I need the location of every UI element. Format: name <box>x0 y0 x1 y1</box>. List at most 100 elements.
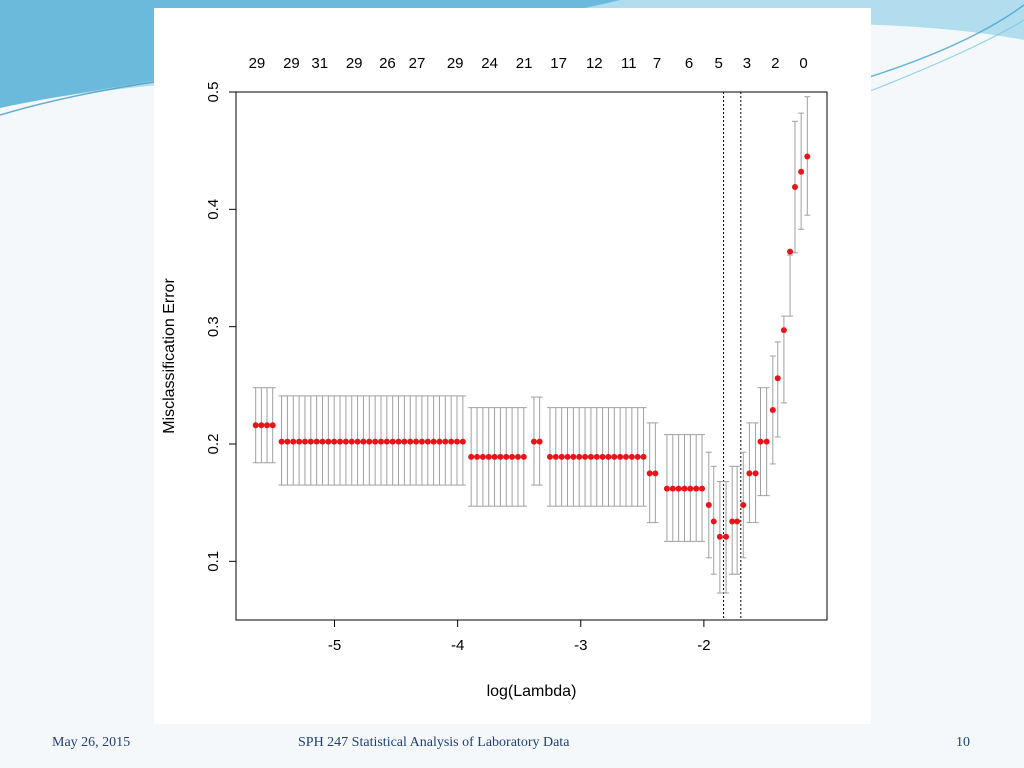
data-point <box>366 438 373 445</box>
data-point <box>804 153 811 160</box>
top-axis-count-label: 29 <box>249 55 266 72</box>
top-axis-count-label: 11 <box>621 55 637 72</box>
data-point <box>752 470 759 477</box>
data-point <box>264 422 271 429</box>
data-point <box>763 438 770 445</box>
top-axis-count-label: 5 <box>714 55 722 72</box>
data-point <box>699 485 706 492</box>
data-point <box>746 470 753 477</box>
data-point <box>787 248 794 255</box>
data-point <box>313 438 320 445</box>
top-axis-count-label: 2 <box>771 55 779 72</box>
data-point <box>546 453 553 460</box>
data-point <box>377 438 384 445</box>
top-axis-count-label: 0 <box>799 55 807 72</box>
data-point <box>436 438 443 445</box>
y-tick-label: 0.4 <box>205 199 222 220</box>
data-point <box>605 453 612 460</box>
data-point <box>652 470 659 477</box>
data-point <box>337 438 344 445</box>
data-point <box>576 453 583 460</box>
data-point <box>716 533 723 540</box>
data-point <box>319 438 326 445</box>
y-axis-title: Misclassification Error <box>161 278 178 434</box>
data-point <box>611 453 618 460</box>
data-point <box>734 518 741 525</box>
data-point <box>454 438 461 445</box>
data-point <box>331 438 338 445</box>
data-point <box>395 438 402 445</box>
top-axis-count-label: 29 <box>346 55 363 72</box>
data-point <box>448 438 455 445</box>
data-point <box>729 518 736 525</box>
data-point <box>354 438 361 445</box>
data-point <box>459 438 466 445</box>
data-point <box>372 438 379 445</box>
x-axis-title: log(Lambda) <box>487 683 577 700</box>
data-point <box>418 438 425 445</box>
data-point <box>769 406 776 413</box>
data-point <box>791 184 798 191</box>
data-point <box>710 518 717 525</box>
top-axis-count-label: 29 <box>283 55 300 72</box>
data-point <box>622 453 629 460</box>
data-point <box>757 438 764 445</box>
data-point <box>780 327 787 334</box>
top-axis-count-label: 3 <box>743 55 751 72</box>
data-point <box>740 502 747 509</box>
data-point <box>693 485 700 492</box>
footer-course-title: SPH 247 Statistical Analysis of Laborato… <box>298 735 570 750</box>
data-point <box>570 453 577 460</box>
data-point <box>252 422 259 429</box>
data-point <box>530 438 537 445</box>
data-point <box>675 485 682 492</box>
data-point <box>474 453 481 460</box>
chart-panel: -5 -4 -3 -2 0.1 0.2 0.3 0.4 0.5 29 29 31 29 26 27 29 24 2… <box>154 8 871 724</box>
data-point <box>307 438 314 445</box>
x-tick-label: -4 <box>451 637 464 654</box>
data-point <box>723 533 730 540</box>
data-point <box>360 438 367 445</box>
data-point <box>617 453 624 460</box>
data-point <box>348 438 355 445</box>
data-point <box>509 453 516 460</box>
data-point <box>634 453 641 460</box>
data-point <box>520 453 527 460</box>
y-tick-label: 0.5 <box>205 82 222 103</box>
top-axis-count-label: 7 <box>653 55 661 72</box>
data-point <box>552 453 559 460</box>
data-point <box>258 422 265 429</box>
data-point <box>278 438 285 445</box>
x-tick-label: -5 <box>328 637 341 654</box>
data-point <box>290 438 297 445</box>
top-axis-count-label: 27 <box>409 55 426 72</box>
data-point <box>582 453 589 460</box>
x-tick-label: -3 <box>574 637 587 654</box>
top-axis-count-label: 29 <box>447 55 464 72</box>
data-point <box>479 453 486 460</box>
data-point <box>301 438 308 445</box>
data-point <box>587 453 594 460</box>
data-point <box>497 453 504 460</box>
plot-frame <box>235 91 828 621</box>
data-point <box>491 453 498 460</box>
data-point <box>407 438 414 445</box>
y-tick-label: 0.3 <box>205 316 222 337</box>
data-point <box>503 453 510 460</box>
data-point <box>599 453 606 460</box>
data-point <box>468 453 475 460</box>
x-tick-label: -2 <box>697 637 710 654</box>
top-axis-count-label: 6 <box>685 55 693 72</box>
data-point <box>485 453 492 460</box>
data-point <box>558 453 565 460</box>
data-point <box>798 168 805 175</box>
data-point <box>663 485 670 492</box>
footer-date: May 26, 2015 <box>52 735 131 750</box>
data-point <box>389 438 396 445</box>
data-point <box>325 438 332 445</box>
data-point <box>564 453 571 460</box>
data-point <box>296 438 303 445</box>
data-point <box>401 438 408 445</box>
data-point <box>669 485 676 492</box>
cv-error-chart: -5 -4 -3 -20.10.20.30.40.529 29 31 29 26 27 29 24 2… <box>161 55 828 700</box>
